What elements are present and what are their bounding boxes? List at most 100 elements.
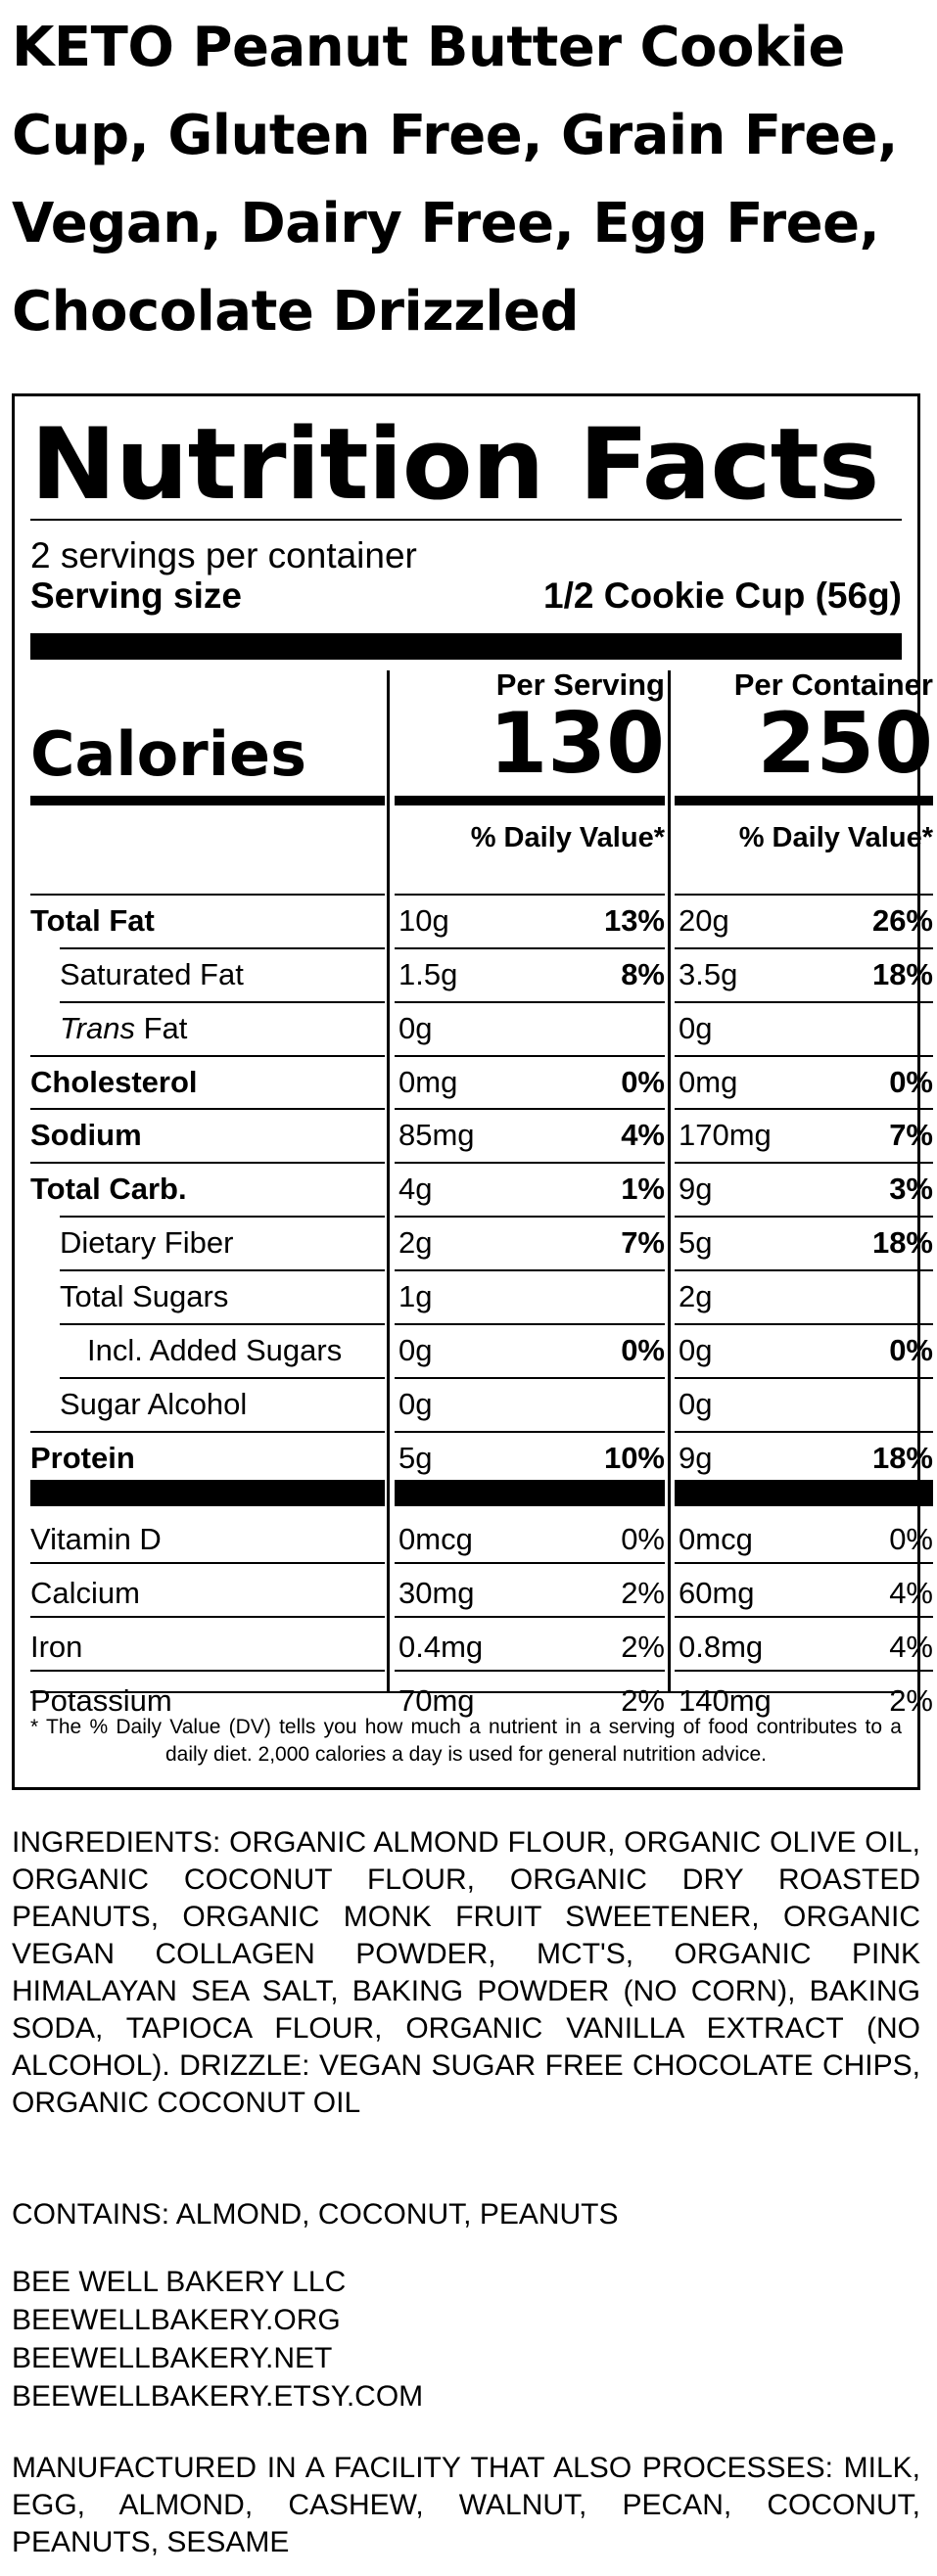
- vitamin-0-container-amount: 0mcg: [679, 1522, 753, 1556]
- nutrient-7-label: Total Sugars: [60, 1279, 229, 1313]
- nutrient-5-serving-amount: 4g: [398, 1172, 433, 1206]
- nutrient-5-label: Total Carb.: [30, 1172, 187, 1206]
- row-rule-8-mid: [395, 1323, 665, 1325]
- nutrient-0-serving-amount: 10g: [398, 903, 449, 938]
- company-link-org[interactable]: BEEWELLBAKERY.ORG: [12, 2304, 341, 2336]
- facility-statement: MANUFACTURED IN A FACILITY THAT ALSO PRO…: [12, 2452, 920, 2558]
- dv-header-serving: % Daily Value*: [470, 822, 665, 853]
- nutrient-2-container-amount: 0g: [679, 1011, 713, 1045]
- row-rule-6-mid: [395, 1216, 665, 1218]
- nutrient-5-serving-dv: 1%: [621, 1172, 665, 1206]
- calories-rule-left: [30, 796, 385, 805]
- row-rule-2-mid: [395, 1001, 665, 1003]
- product-title: KETO Peanut Butter Cookie Cup, Gluten Fr…: [12, 16, 898, 344]
- vit-rule-1-mid: [395, 1616, 665, 1618]
- vitamin-3-label: Potassium: [30, 1683, 172, 1718]
- row-rule-4-right: [675, 1108, 933, 1110]
- vit-rule-1-right: [675, 1616, 933, 1618]
- nutrient-9-label: Sugar Alcohol: [60, 1387, 248, 1421]
- nutrient-3-container-dv: 0%: [889, 1065, 933, 1099]
- vit-rule-0-mid: [395, 1562, 665, 1564]
- nutrition-facts-label: Nutrition Facts 2 servings per container…: [12, 393, 933, 1790]
- row-rule-2-left: [60, 1001, 385, 1003]
- nutrient-10-container-dv: 18%: [871, 1441, 933, 1475]
- nutrient-8-serving-dv: 0%: [621, 1333, 665, 1367]
- row-rule-5-right: [675, 1162, 933, 1164]
- vitamin-0-serving-amount: 0mcg: [398, 1522, 473, 1556]
- vitamin-0-container-dv: 0%: [889, 1522, 933, 1556]
- nutrient-10-container-amount: 9g: [679, 1441, 713, 1475]
- vitamin-2-container-dv: 4%: [889, 1630, 933, 1664]
- nutrient-3-container-amount: 0mg: [679, 1065, 738, 1099]
- company-link-net[interactable]: BEEWELLBAKERY.NET: [12, 2342, 333, 2374]
- dv-header-container: % Daily Value*: [738, 822, 933, 853]
- serving-size-label: Serving size: [30, 575, 242, 616]
- row-rule-7-mid: [395, 1269, 665, 1271]
- row-rule-5-left: [30, 1162, 385, 1164]
- nutrient-5-container-dv: 3%: [889, 1172, 933, 1206]
- vitamin-3-serving-amount: 70mg: [398, 1683, 475, 1718]
- nutrient-2-serving-amount: 0g: [398, 1011, 433, 1045]
- vitamin-1-serving-amount: 30mg: [398, 1576, 475, 1610]
- vitamin-1-container-dv: 4%: [889, 1576, 933, 1610]
- vitamin-3-serving-dv: 2%: [621, 1683, 665, 1718]
- nutrient-1-serving-dv: 8%: [621, 957, 665, 991]
- nutrient-3-serving-dv: 0%: [621, 1065, 665, 1099]
- company-name: BEE WELL BAKERY LLC: [12, 2266, 347, 2298]
- nutrient-4-container-dv: 7%: [889, 1118, 933, 1152]
- nutrient-4-container-amount: 170mg: [679, 1118, 772, 1152]
- vit-rule-0-left: [30, 1562, 385, 1564]
- nutrient-0-serving-dv: 13%: [603, 903, 665, 938]
- row-rule-7-right: [675, 1269, 933, 1271]
- company-link-etsy[interactable]: BEEWELLBAKERY.ETSY.COM: [12, 2380, 424, 2413]
- row-rule-10-mid: [395, 1431, 665, 1433]
- nutrient-9-container-amount: 0g: [679, 1387, 713, 1421]
- vitamin-1-label: Calcium: [30, 1576, 140, 1610]
- vitamin-1-container-amount: 60mg: [679, 1576, 755, 1610]
- nutrient-7-serving-amount: 1g: [398, 1279, 433, 1313]
- calories-rule-mid: [395, 796, 665, 805]
- nutrient-4-label: Sodium: [30, 1118, 142, 1152]
- nutrient-10-serving-amount: 5g: [398, 1441, 433, 1475]
- calories-per-container: 250: [757, 695, 933, 793]
- row-rule-6-right: [675, 1216, 933, 1218]
- nutrient-8-label: Incl. Added Sugars: [87, 1333, 343, 1367]
- row-rule-10-left: [30, 1431, 385, 1433]
- vitamin-3-container-amount: 140mg: [679, 1683, 772, 1718]
- vitamin-0-label: Vitamin D: [30, 1522, 162, 1556]
- title-rule: [30, 519, 902, 521]
- row-rule-1-right: [675, 947, 933, 949]
- nutrient-5-container-amount: 9g: [679, 1172, 713, 1206]
- row-rule-9-right: [675, 1377, 933, 1379]
- row-rule-0-right: [675, 894, 933, 896]
- row-rule-3-right: [675, 1055, 933, 1057]
- vit-rule-2-left: [30, 1670, 385, 1672]
- nutrient-8-serving-amount: 0g: [398, 1333, 433, 1367]
- allergen-contains: CONTAINS: ALMOND, COCONUT, PEANUTS: [12, 2198, 619, 2231]
- row-rule-5-mid: [395, 1162, 665, 1164]
- nutrient-6-serving-dv: 7%: [621, 1225, 665, 1260]
- per-container-header: Per Container: [733, 667, 933, 702]
- row-rule-7-left: [60, 1269, 385, 1271]
- nutrient-8-container-amount: 0g: [679, 1333, 713, 1367]
- nutrient-7-container-amount: 2g: [679, 1279, 713, 1313]
- nutrient-8-container-dv: 0%: [889, 1333, 933, 1367]
- row-rule-3-left: [30, 1055, 385, 1057]
- nutrient-1-container-dv: 18%: [871, 957, 933, 991]
- trans-italic: Trans: [60, 1011, 135, 1045]
- nutrition-facts-title: Nutrition Facts: [30, 406, 879, 522]
- nutrient-4-serving-amount: 85mg: [398, 1118, 475, 1152]
- servings-per-container: 2 servings per container: [30, 535, 417, 575]
- row-rule-9-mid: [395, 1377, 665, 1379]
- thick-rule-top: [30, 633, 902, 660]
- vit-rule-1-left: [30, 1616, 385, 1618]
- row-rule-1-mid: [395, 947, 665, 949]
- vitamin-2-container-amount: 0.8mg: [679, 1630, 764, 1664]
- vit-rule-2-right: [675, 1670, 933, 1672]
- vit-rule-0-right: [675, 1562, 933, 1564]
- nutrient-10-label: Protein: [30, 1441, 135, 1475]
- nutrient-2-label: Trans Fat: [60, 1011, 188, 1045]
- nutrient-1-container-amount: 3.5g: [679, 957, 738, 991]
- row-rule-0-mid: [395, 894, 665, 896]
- nutrient-6-label: Dietary Fiber: [60, 1225, 234, 1260]
